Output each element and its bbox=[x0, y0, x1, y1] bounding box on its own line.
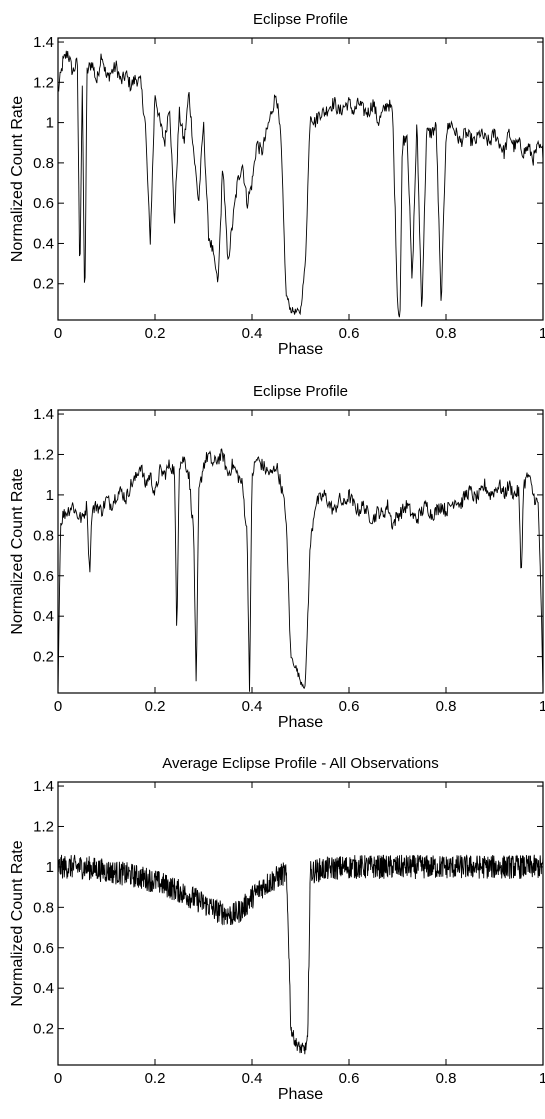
y-tick-label: 1.2 bbox=[33, 818, 54, 835]
x-axis-label: Phase bbox=[278, 714, 323, 731]
x-tick-label: 1 bbox=[539, 325, 545, 342]
x-tick-label: 0.6 bbox=[339, 1070, 360, 1087]
y-tick-label: 0.4 bbox=[33, 608, 54, 625]
x-axis-label: Phase bbox=[278, 341, 323, 358]
x-tick-label: 1 bbox=[539, 698, 545, 715]
x-tick-label: 0.8 bbox=[436, 1070, 457, 1087]
y-tick-label: 1.4 bbox=[33, 406, 54, 423]
y-tick-label: 0.2 bbox=[33, 649, 54, 666]
y-tick-label: 0.6 bbox=[33, 940, 54, 957]
chart-panel-3: Average Eclipse Profile - All Observatio… bbox=[9, 755, 545, 1103]
y-axis-label: Normalized Count Rate bbox=[9, 468, 26, 634]
y-tick-label: 1 bbox=[46, 115, 54, 132]
y-tick-label: 0.4 bbox=[33, 980, 54, 997]
x-tick-label: 0 bbox=[54, 698, 62, 715]
x-tick-label: 0.6 bbox=[339, 698, 360, 715]
y-tick-label: 0.8 bbox=[33, 527, 54, 544]
y-tick-label: 0.4 bbox=[33, 235, 54, 252]
plot-area bbox=[57, 409, 544, 694]
chart-title: Eclipse Profile bbox=[253, 383, 348, 400]
y-axis-label: Normalized Count Rate bbox=[9, 840, 26, 1006]
x-tick-label: 0.8 bbox=[436, 325, 457, 342]
y-tick-label: 0.8 bbox=[33, 155, 54, 172]
series-line-1 bbox=[58, 50, 543, 318]
series-line-1 bbox=[58, 854, 543, 1055]
x-tick-label: 0 bbox=[54, 1070, 62, 1087]
x-tick-label: 0.4 bbox=[242, 698, 263, 715]
y-tick-label: 0.8 bbox=[33, 899, 54, 916]
y-tick-label: 1 bbox=[46, 859, 54, 876]
x-tick-label: 0 bbox=[54, 325, 62, 342]
x-axis-label: Phase bbox=[278, 1086, 323, 1103]
y-tick-label: 0.2 bbox=[33, 276, 54, 293]
x-tick-label: 0.2 bbox=[145, 325, 166, 342]
x-tick-label: 0.8 bbox=[436, 698, 457, 715]
y-tick-label: 0.6 bbox=[33, 195, 54, 212]
y-tick-label: 0.2 bbox=[33, 1021, 54, 1038]
y-tick-label: 1.2 bbox=[33, 446, 54, 463]
x-tick-label: 0.4 bbox=[242, 1070, 263, 1087]
x-tick-label: 0.2 bbox=[145, 1070, 166, 1087]
x-tick-label: 1 bbox=[539, 1070, 545, 1087]
series-line-1 bbox=[58, 448, 543, 693]
chart-panel-2: Eclipse Profile 0 0.2 0.4 0.6 0.8 1 0.2 0.4 0.6 0.… bbox=[9, 383, 545, 731]
plot-area bbox=[57, 37, 544, 321]
plot-area bbox=[57, 781, 544, 1066]
y-tick-label: 0.6 bbox=[33, 568, 54, 585]
chart-panel-1: Eclipse Profile 0 0.2 0.4 0.6 0.8 1 0.2 0.4 0.6 0.… bbox=[9, 11, 545, 358]
x-tick-label: 0.6 bbox=[339, 325, 360, 342]
x-tick-label: 0.4 bbox=[242, 325, 263, 342]
y-tick-label: 1.4 bbox=[33, 778, 54, 795]
y-tick-label: 1.4 bbox=[33, 34, 54, 51]
y-tick-label: 1.2 bbox=[33, 74, 54, 91]
chart-title: Average Eclipse Profile - All Observatio… bbox=[162, 755, 439, 772]
y-tick-label: 1 bbox=[46, 487, 54, 504]
chart-title: Eclipse Profile bbox=[253, 11, 348, 28]
x-tick-label: 0.2 bbox=[145, 698, 166, 715]
y-axis-label: Normalized Count Rate bbox=[9, 96, 26, 262]
